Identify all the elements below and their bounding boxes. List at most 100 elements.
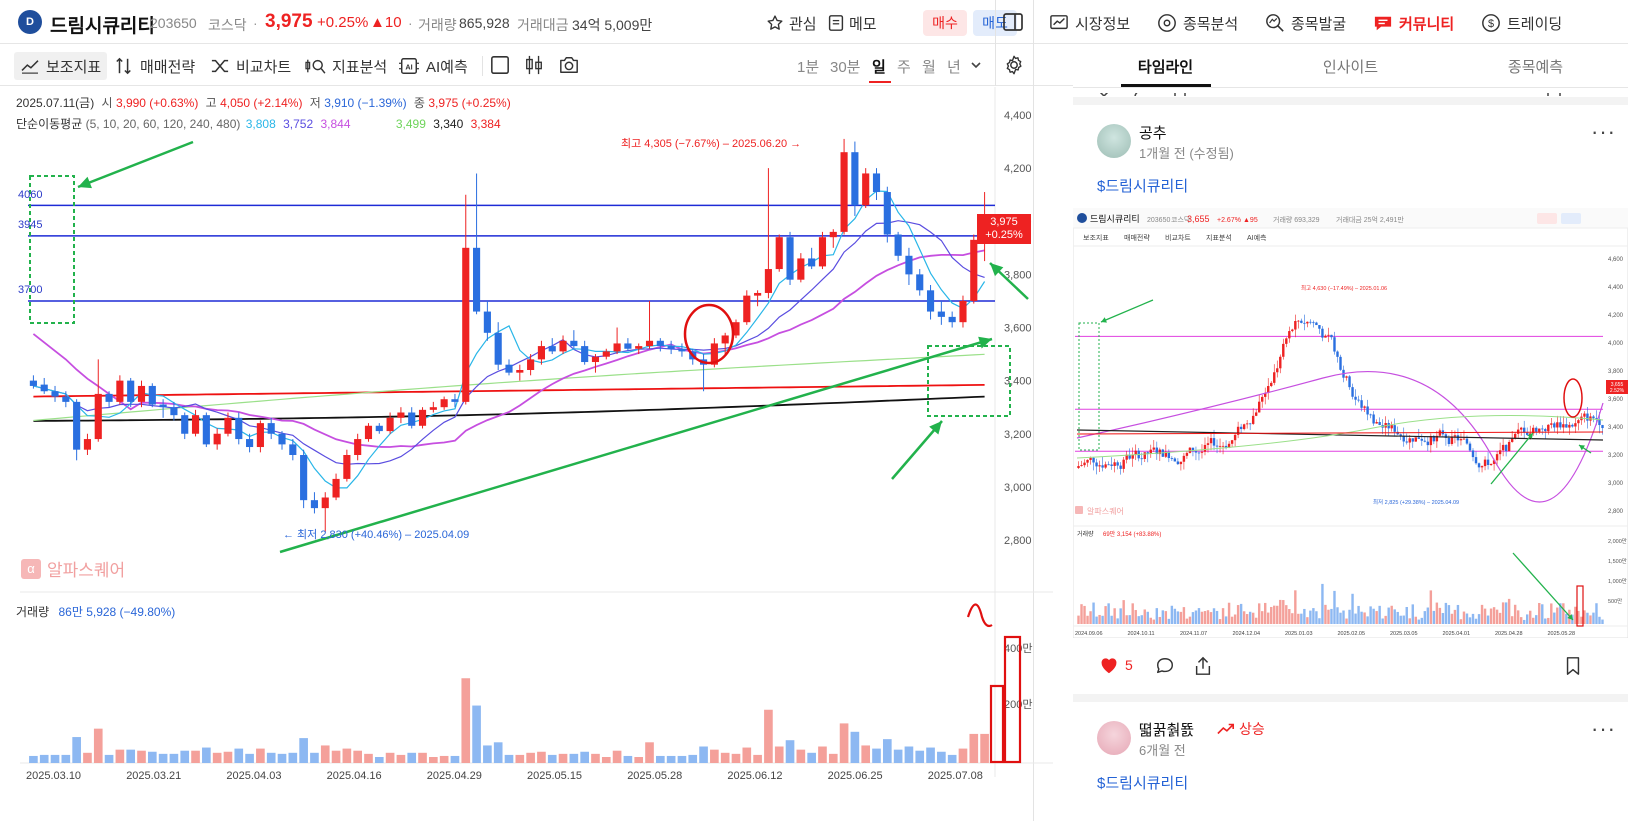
like-button[interactable]: 5 [1099,656,1133,674]
avatar[interactable] [1097,124,1131,158]
candle-body [202,415,210,445]
green-arrow [891,420,943,480]
ma-legend: 단순이동평균 (5, 10, 20, 60, 120, 240, 480) 3,… [16,117,501,131]
post-author[interactable]: 공추 [1139,125,1167,142]
thumb-candlestick [1535,426,1538,436]
candlestick [754,290,762,307]
volume-bar [796,749,806,763]
volume-bar [720,752,730,763]
thumb-candlestick [1176,458,1180,466]
candlestick [872,168,881,200]
panel-toggle-icon[interactable] [1002,11,1024,33]
candle-body [645,340,654,347]
thumb-candlestick [1146,451,1149,463]
candle-type-icon[interactable] [524,54,544,76]
more-options-icon[interactable]: ··· [1591,119,1616,144]
period-year[interactable]: 년 [947,59,961,76]
post-author[interactable]: 뗣꿁춹뚌 [1139,722,1195,739]
thumb-candle-body [1324,335,1327,338]
stock-tag-link[interactable]: $드림시큐리티 [1097,775,1189,792]
thumb-candle-body [1227,443,1231,448]
main-chart[interactable]: 4,4004,2004,0003,8003,6003,4003,2003,000… [0,87,1073,821]
thumb-volume-bar [1580,616,1583,624]
volume-bar [115,749,125,763]
analysis-icon [305,59,326,74]
thumb-candle-body [1251,415,1255,424]
period-day[interactable]: 일 [872,59,886,76]
period-month[interactable]: 월 [922,59,936,76]
thumb-volume-bar [1270,606,1273,624]
camera-icon[interactable] [558,55,580,75]
watch-button[interactable]: 관심 [766,10,817,36]
thumb-green-arrow [1512,552,1574,621]
thumb-candlestick [1098,460,1101,473]
nav-trading[interactable]: $ 트레이딩 [1481,11,1562,35]
tab-timeline[interactable]: 타임라인 [1137,59,1194,76]
thumb-candlestick [1095,458,1098,475]
candlestick [581,340,589,365]
settings-gear-icon[interactable] [1003,54,1025,76]
date-tick-label: 2025.03.10 [26,770,81,782]
date-tick-label: 2025.03.21 [126,770,181,782]
candlestick [656,338,664,352]
period-1min[interactable]: 1분 [797,59,820,76]
candle-body [105,393,113,402]
thumb-candlestick [1541,425,1544,435]
thumb-candlestick [1101,457,1104,472]
period-week[interactable]: 주 [897,59,911,76]
compare-chart-button[interactable]: 비교차트 [204,52,297,80]
indicators-button[interactable]: 보조지표 [14,52,108,80]
nav-stock-discovery[interactable]: 종목발굴 [1265,11,1346,35]
ma-5-line [33,190,986,489]
period-30min[interactable]: 30분 [830,59,861,76]
price-tick-label: 4,200 [1004,163,1032,175]
memo-button[interactable]: 메모 [828,10,877,36]
thumb-candle-body [1363,406,1366,408]
stock-code: 203650 [150,15,197,31]
candlestick [916,269,924,296]
chevron-down-icon[interactable] [970,59,982,71]
tab-prediction[interactable]: 종목예측 [1507,59,1564,76]
nav-stock-analysis[interactable]: 종목분석 [1157,11,1238,35]
indicator-analysis-button[interactable]: 지표분석 [298,52,393,80]
candlestick [613,327,621,355]
candle-body [235,417,243,440]
thumb-candle-body [1459,439,1463,441]
comment-icon[interactable] [1155,656,1175,676]
share-icon[interactable] [1193,655,1213,677]
nav-community[interactable]: 커뮤니티 [1373,11,1454,35]
candle-body [94,393,102,440]
arrow-head [990,263,1004,277]
drawing-box-icon[interactable] [490,55,510,75]
more-options-icon[interactable]: ··· [1591,716,1616,741]
candlestick [386,412,394,434]
thumb-candle-body [1173,458,1177,462]
nav-market-info[interactable]: 시장정보 [1049,11,1130,35]
thumb-candlestick [1480,465,1484,473]
candle-body [883,192,891,235]
thumb-candlestick [1251,408,1255,425]
candle-body [894,234,902,256]
bookmark-icon[interactable] [1564,656,1582,676]
buy-button[interactable]: 매수 [923,10,967,36]
volume-bar [266,752,276,763]
thumb-candlestick [1170,456,1174,461]
thumb-candlestick [1462,430,1466,441]
stock-tag-link[interactable]: $드림시큐리티 [1097,178,1189,195]
thumb-candlestick [1315,321,1318,326]
thumb-candlestick [1411,438,1414,448]
thumb-date-tick: 2025.03.05 [1390,631,1418,637]
tab-insight[interactable]: 인사이트 [1322,59,1379,76]
candlestick [797,253,805,283]
thumb-volume: 거래량 693,329 [1273,215,1320,224]
strategy-button[interactable]: 매매전략 [108,52,201,80]
thumb-min-annotation: 최저 2,825 (+29.38%) – 2025.04.09 [1373,498,1459,506]
thumb-candlestick [1080,460,1083,467]
thumb-volume-bar [1462,611,1466,624]
avatar[interactable] [1097,721,1131,755]
volume-bar [753,754,762,763]
candle-body [818,237,827,267]
thumb-volume-bar [1447,605,1451,624]
ai-predict-button[interactable]: AI AI예측 [392,52,474,80]
